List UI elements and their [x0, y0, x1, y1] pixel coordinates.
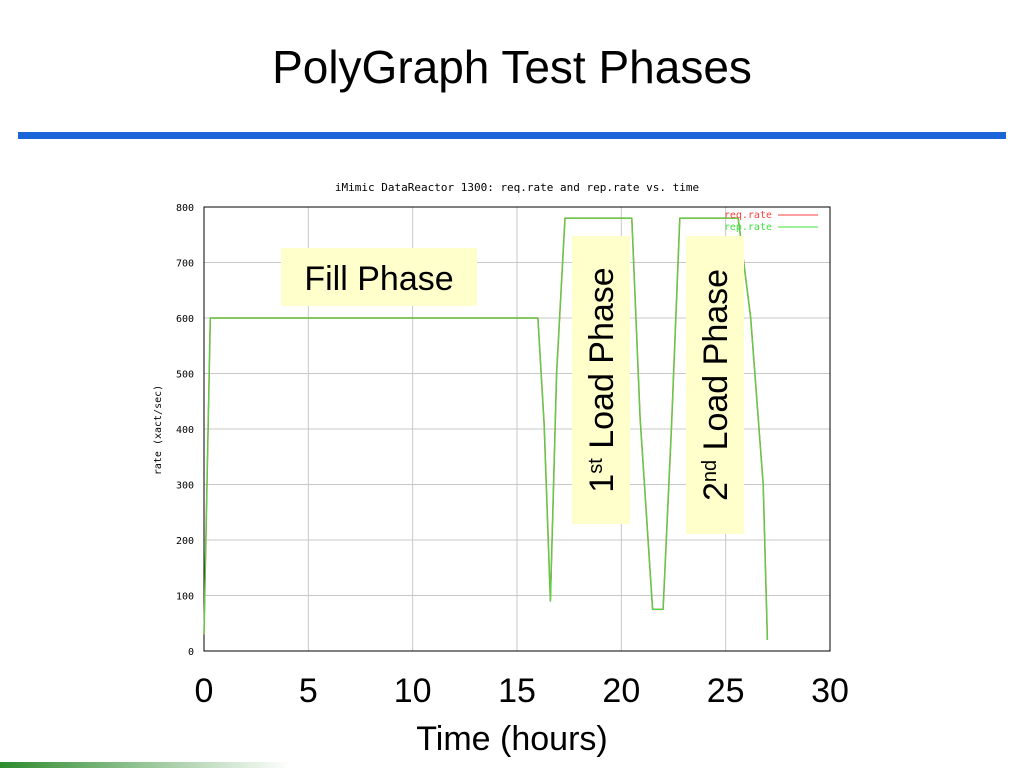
fill-phase-box — [281, 248, 477, 306]
y-axis-label: rate (xact/sec) — [153, 385, 164, 475]
slide-title: PolyGraph Test Phases — [272, 41, 752, 93]
y-tick-label-4: 400 — [176, 425, 194, 436]
x-axis-label: Time (hours) — [416, 720, 607, 758]
series-line-rep-rate — [203, 217, 768, 640]
x-tick-label-4: 20 — [602, 672, 640, 710]
y-tick-label-7: 700 — [176, 259, 194, 270]
series-group — [203, 217, 769, 640]
legend-label-1: rep.rate — [724, 222, 772, 233]
fill-phase-label: Fill Phase — [304, 260, 453, 298]
y-tick-label-8: 800 — [176, 203, 194, 214]
title-divider — [18, 132, 1006, 139]
y-tick-label-1: 100 — [176, 592, 194, 603]
plot-frame — [203, 206, 831, 652]
footer-accent-bar — [0, 762, 290, 768]
annotations: Fill Phase 1st Load Phase 2nd Load Phase — [281, 236, 744, 534]
x-tick-label-6: 30 — [811, 672, 849, 710]
y-tick-label-2: 200 — [176, 536, 194, 547]
x-ticks: 0 5 10 15 20 25 30 — [195, 672, 849, 710]
y-ticks: 0 100 200 300 400 500 600 700 800 — [176, 203, 194, 658]
x-tick-label-2: 10 — [394, 672, 432, 710]
y-tick-label-5: 500 — [176, 370, 194, 381]
legend-label-0: req.rate — [724, 210, 772, 221]
load-phase-2-label: 2nd Load Phase — [697, 269, 735, 501]
x-tick-label-1: 5 — [299, 672, 318, 710]
x-tick-label-3: 15 — [498, 672, 536, 710]
load-phase-1-box — [572, 236, 630, 524]
load-phase-1-label: 1st Load Phase — [583, 267, 621, 492]
x-tick-label-5: 25 — [707, 672, 745, 710]
chart-title: iMimic DataReactor 1300: req.rate and re… — [335, 181, 699, 194]
y-tick-label-6: 600 — [176, 314, 194, 325]
y-tick-label-0: 0 — [188, 647, 194, 658]
load-phase-2-box — [686, 236, 744, 534]
x-tick-label-0: 0 — [195, 672, 214, 710]
y-tick-label-3: 300 — [176, 481, 194, 492]
